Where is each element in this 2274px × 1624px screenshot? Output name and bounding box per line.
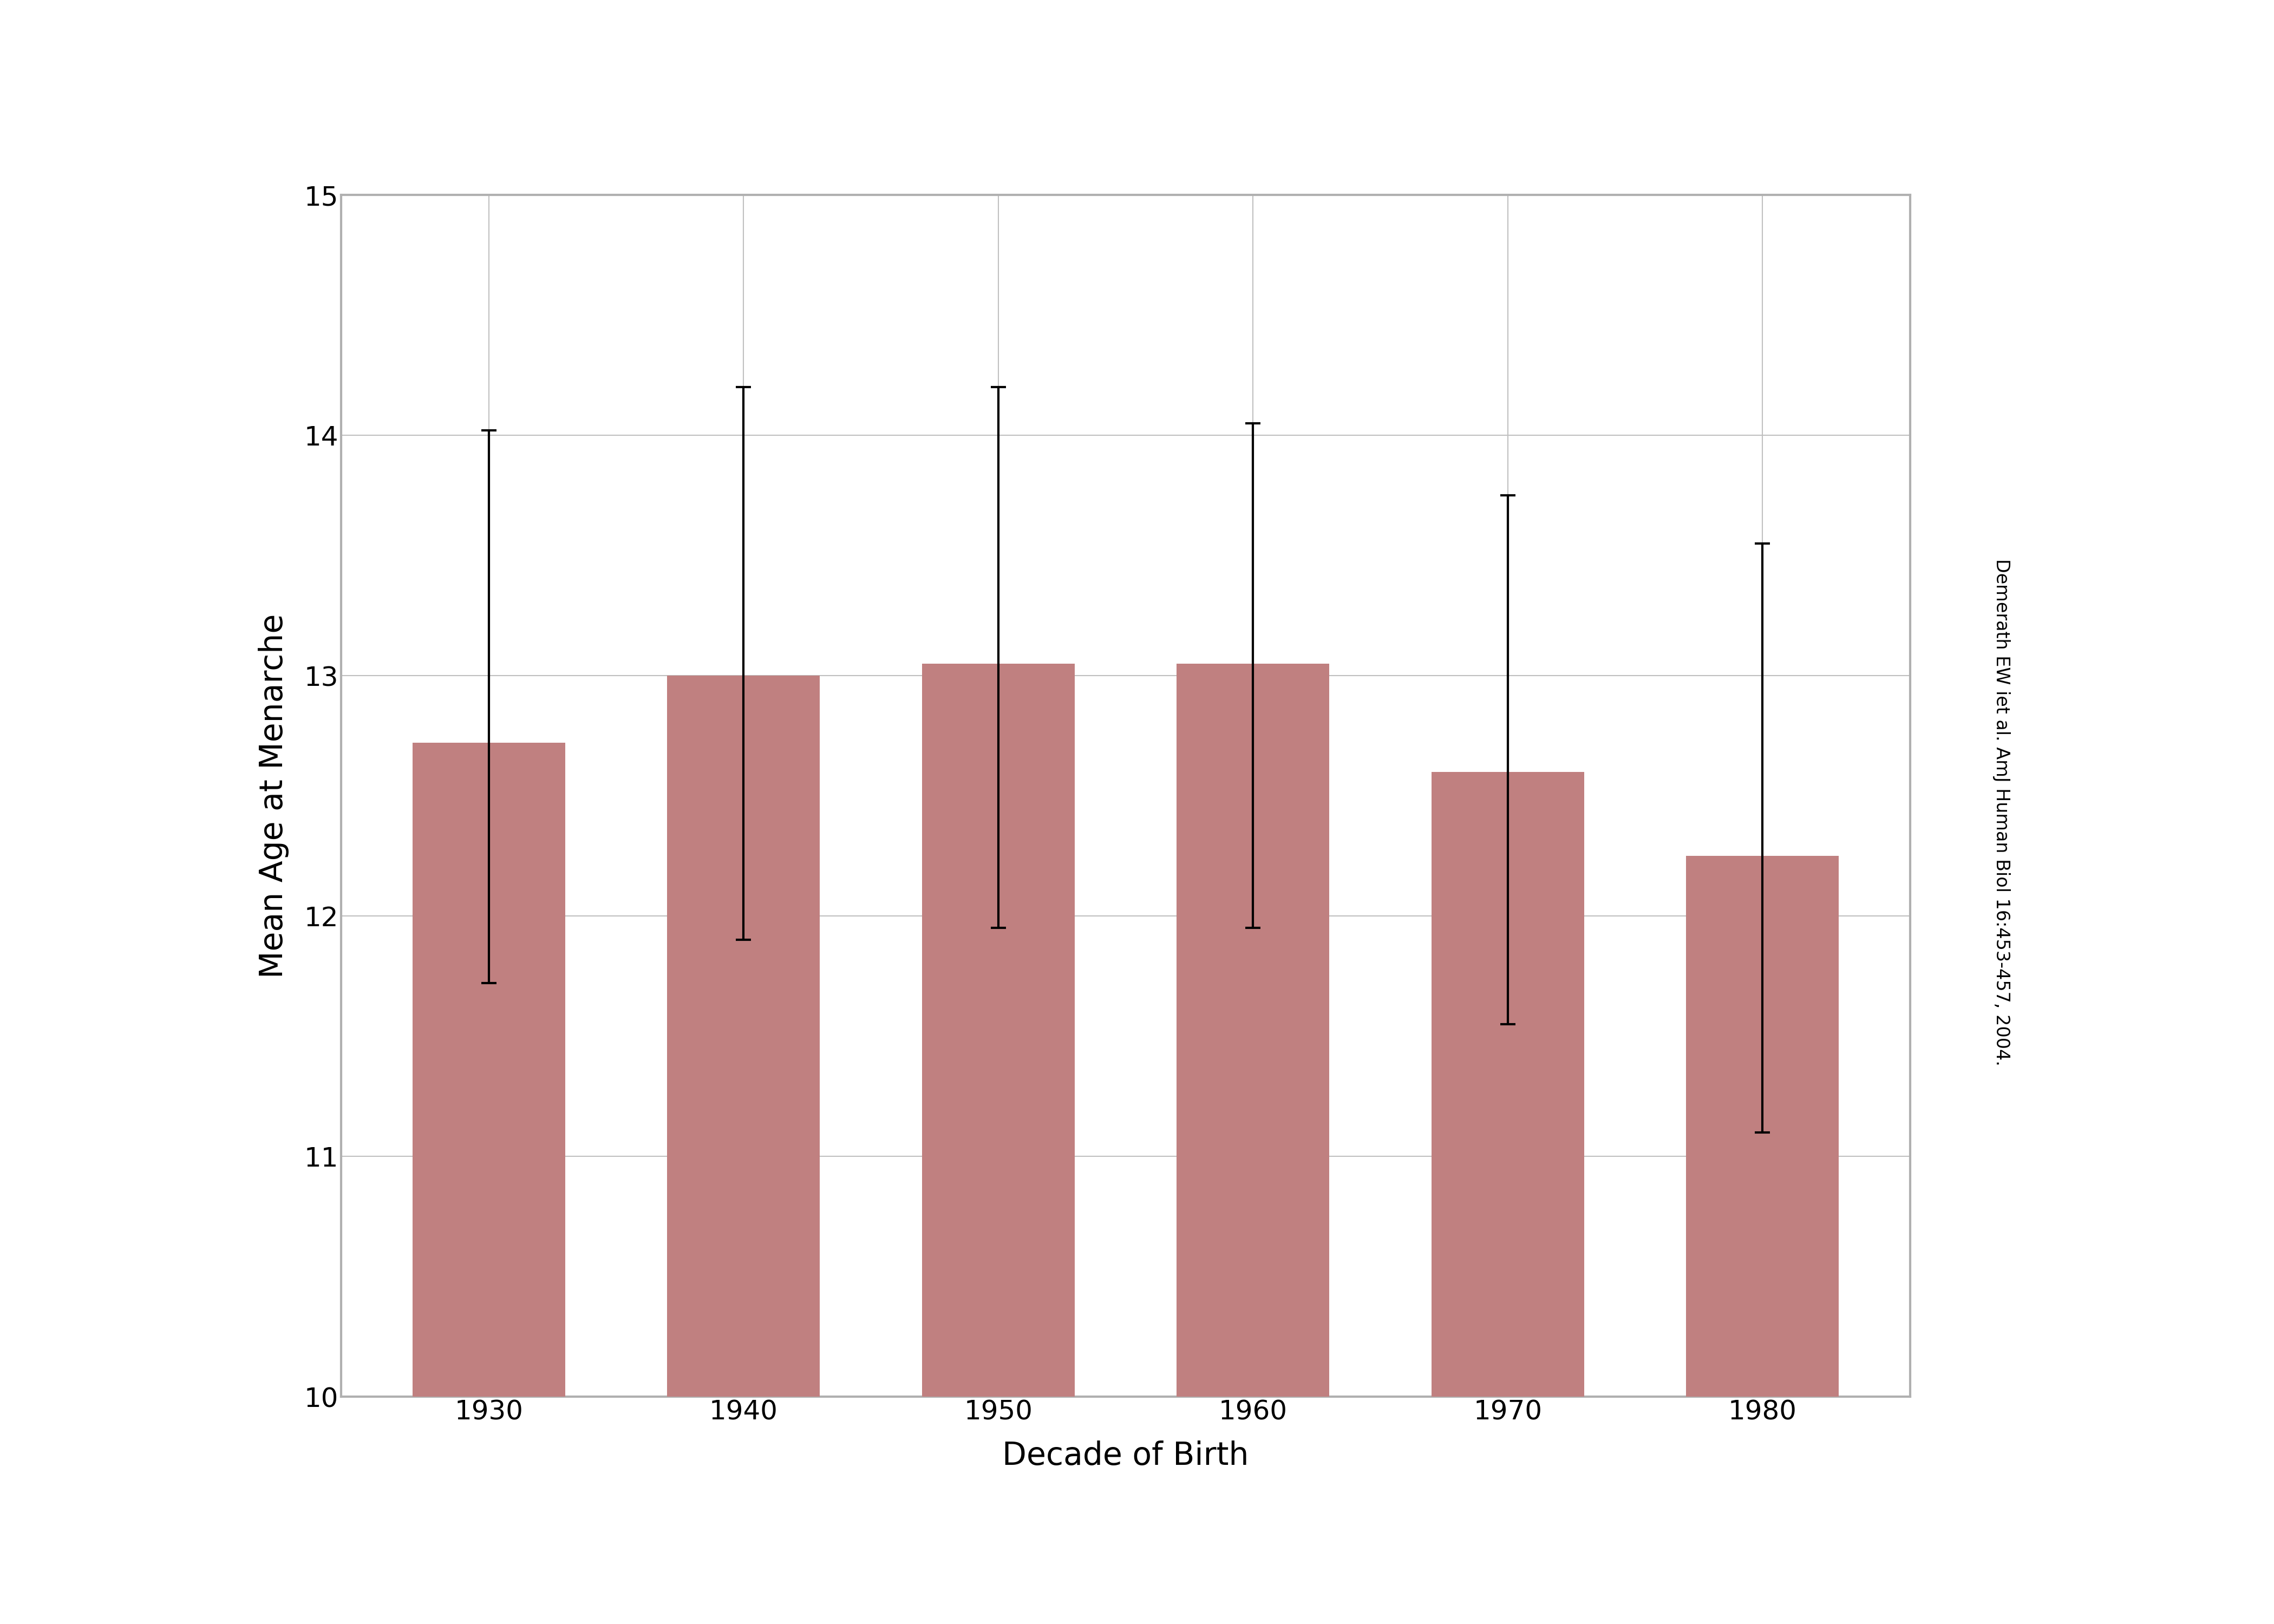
Bar xyxy=(1685,856,1840,1397)
Bar xyxy=(921,664,1076,1397)
Bar xyxy=(1430,771,1585,1397)
Y-axis label: Mean Age at Menarche: Mean Age at Menarche xyxy=(259,614,289,978)
Bar xyxy=(666,676,821,1397)
X-axis label: Decade of Birth: Decade of Birth xyxy=(1003,1440,1248,1471)
Bar xyxy=(1176,664,1330,1397)
Text: Demerath EW iet al. AmJ Human Biol 16:453-457, 2004.: Demerath EW iet al. AmJ Human Biol 16:45… xyxy=(1992,559,2010,1065)
Bar xyxy=(412,742,566,1397)
